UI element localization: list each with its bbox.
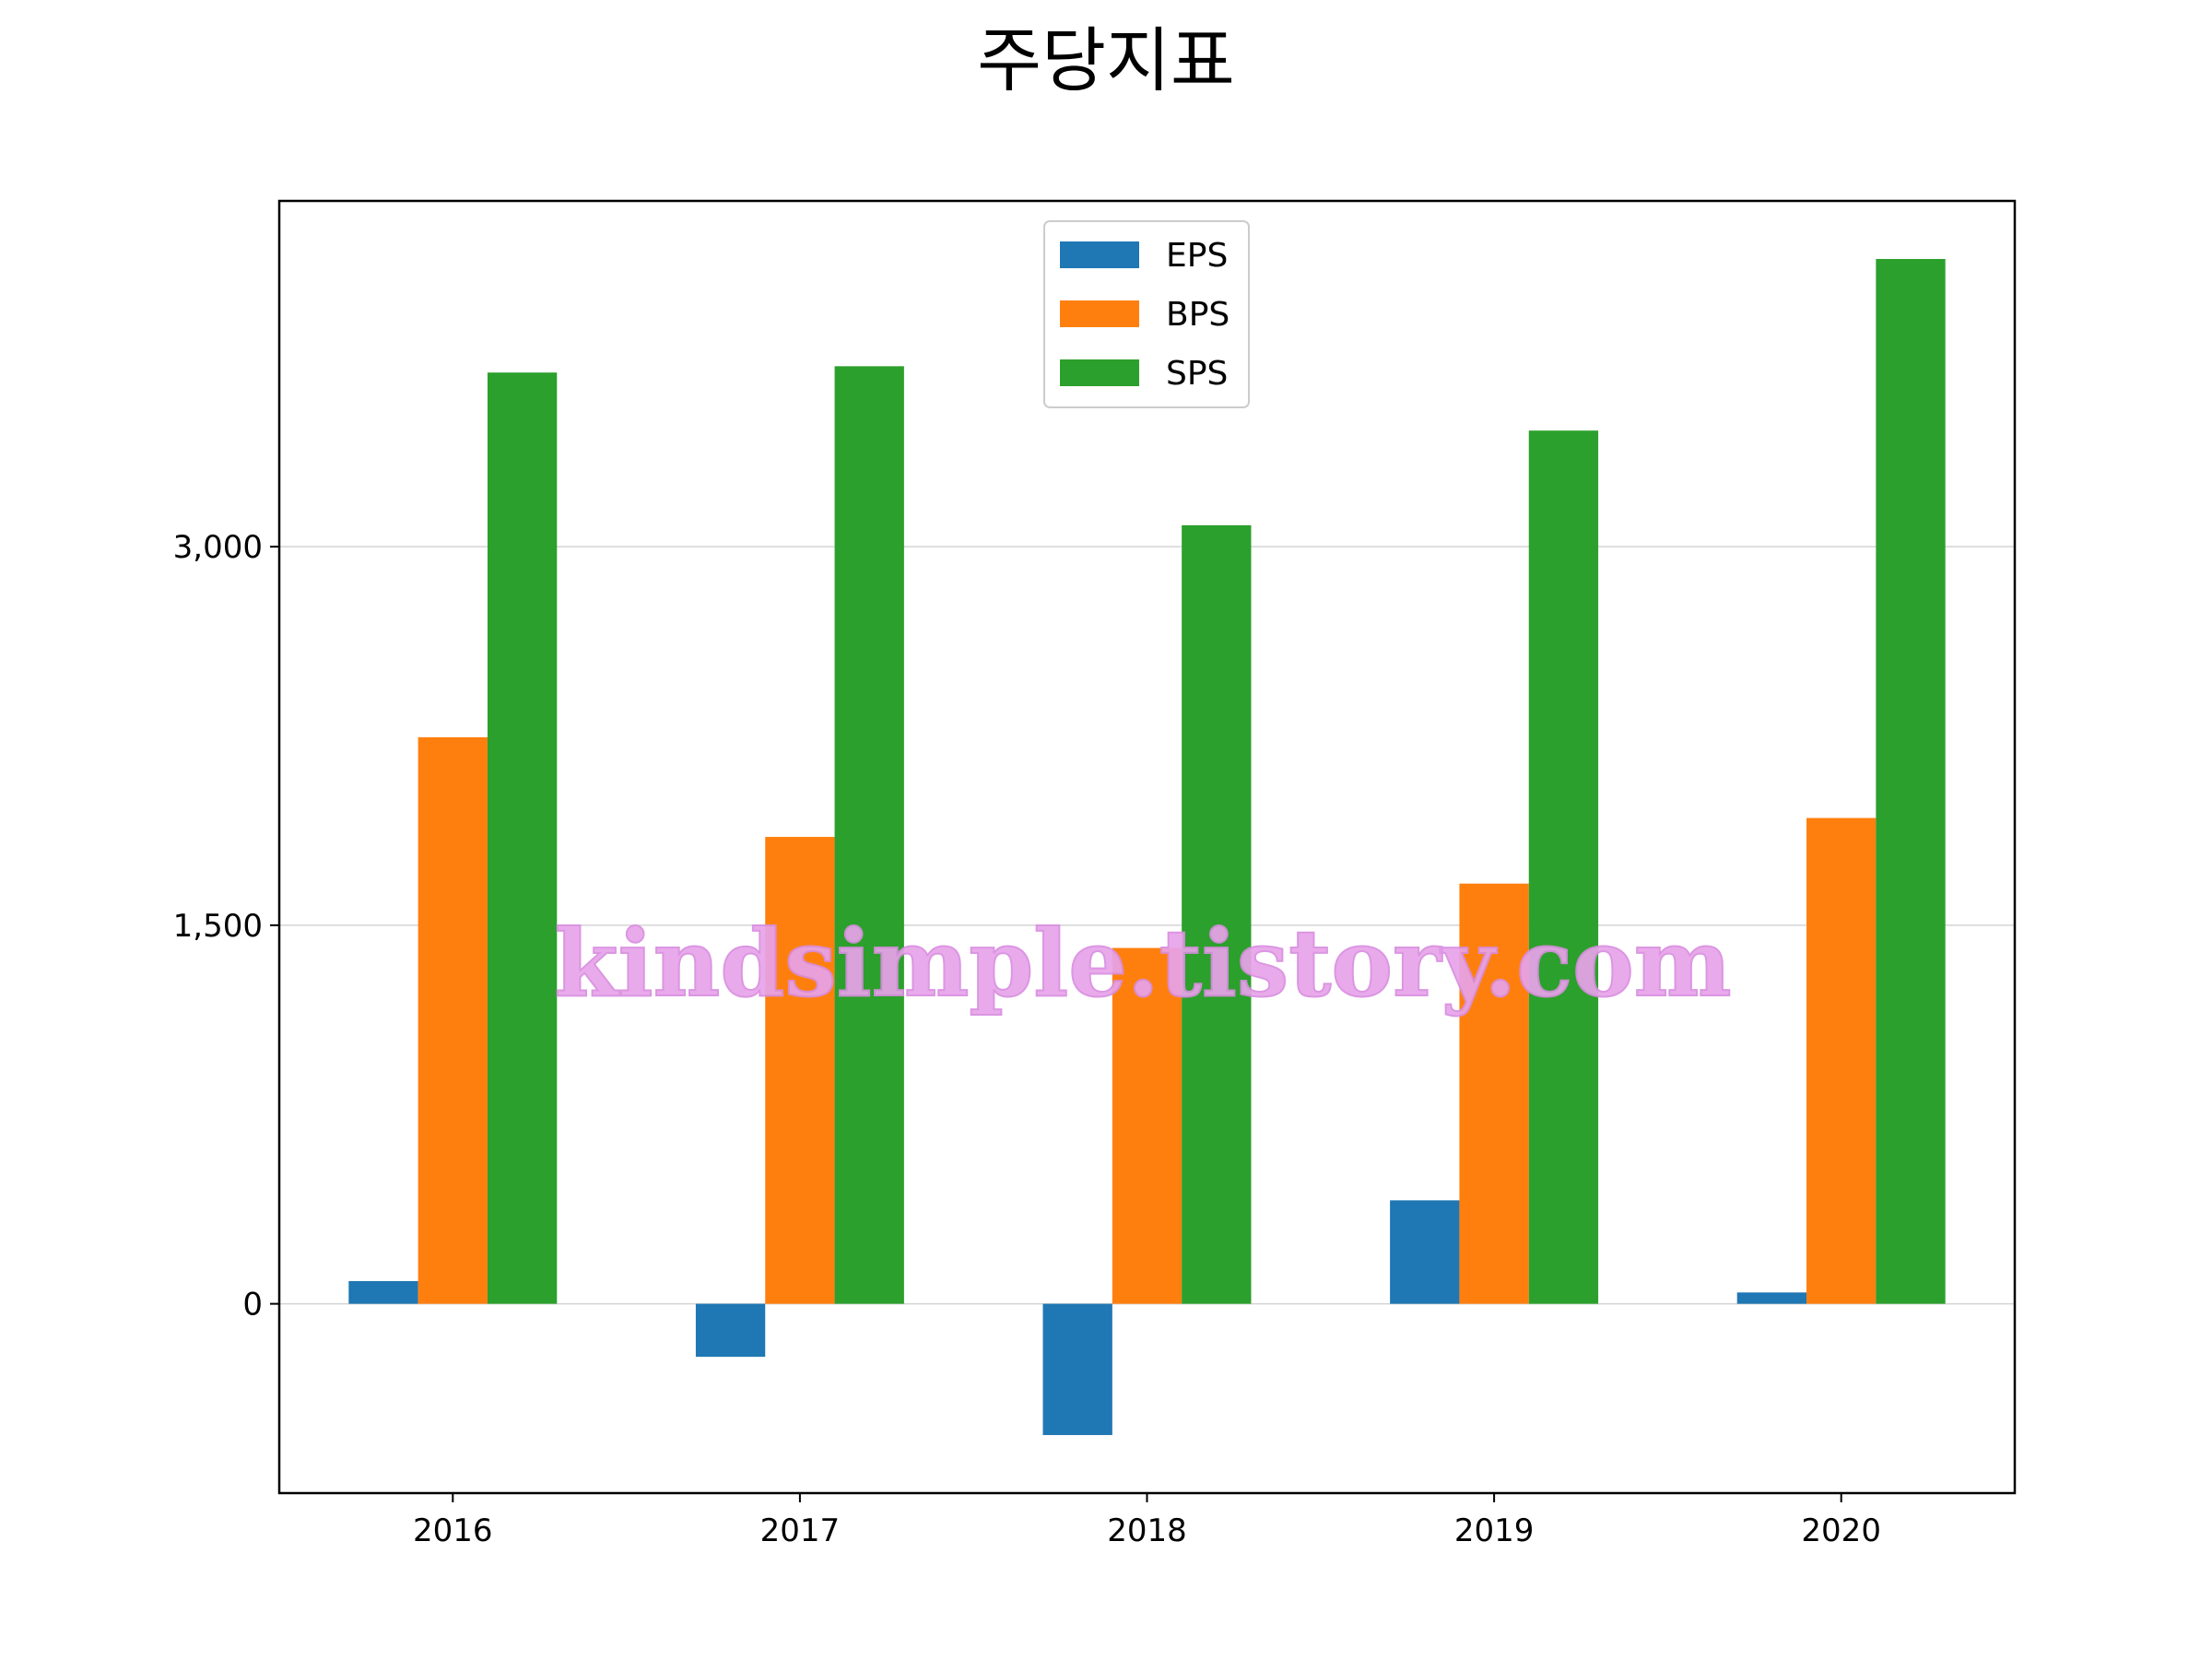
bar-bps-2019	[1459, 883, 1529, 1304]
bar-bps-2017	[765, 837, 835, 1304]
bar-eps-2020	[1736, 1292, 1807, 1304]
legend-label-sps: SPS	[1166, 355, 1228, 393]
x-tick-label: 2019	[1454, 1512, 1535, 1549]
bar-eps-2018	[1042, 1303, 1112, 1436]
legend-swatch-bps	[1060, 300, 1139, 327]
bar-eps-2017	[695, 1303, 766, 1358]
x-tick-label: 2020	[1801, 1512, 1881, 1549]
bar-sps-2020	[1876, 258, 1946, 1304]
y-tick-label: 0	[242, 1287, 263, 1324]
bar-sps-2017	[834, 366, 904, 1304]
legend-swatch-eps	[1060, 241, 1139, 268]
chart-title: 주당지표	[977, 19, 1235, 101]
legend-label-bps: BPS	[1166, 296, 1230, 334]
bars	[348, 258, 1946, 1436]
x-tick-label: 2016	[413, 1512, 493, 1549]
bar-bps-2016	[418, 736, 488, 1304]
y-tick-label: 1,500	[173, 908, 263, 945]
bar-bps-2020	[1806, 818, 1877, 1304]
bar-eps-2019	[1390, 1200, 1460, 1304]
x-tick-label: 2018	[1107, 1512, 1187, 1549]
bar-sps-2018	[1182, 524, 1252, 1304]
axes: 0 1,500 3,000 2016 2017 2018 2019 2020	[173, 529, 1881, 1549]
bar-bps-2018	[1112, 947, 1182, 1304]
x-tick-label: 2017	[760, 1512, 841, 1549]
watermark-text: kindsimple.tistory.com	[554, 909, 1731, 1018]
bar-sps-2019	[1528, 430, 1599, 1304]
y-tick-label: 3,000	[173, 529, 263, 566]
legend-label-eps: EPS	[1166, 237, 1228, 275]
legend-swatch-sps	[1060, 359, 1139, 386]
bar-eps-2016	[348, 1280, 418, 1304]
bar-sps-2016	[487, 372, 558, 1304]
legend: EPS BPS SPS	[1043, 220, 1250, 408]
